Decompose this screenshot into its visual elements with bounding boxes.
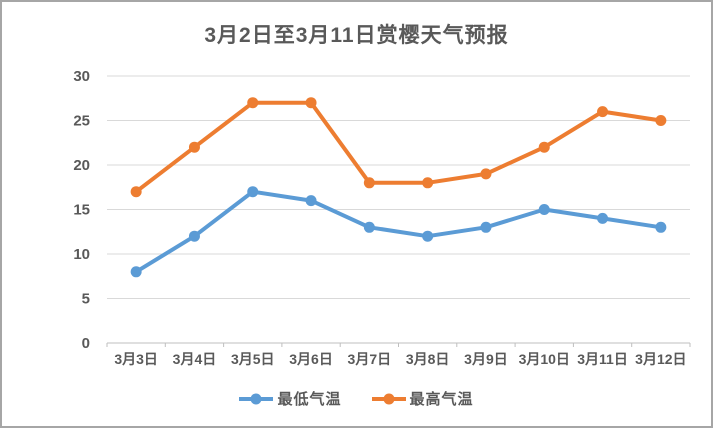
y-tick-label: 0 [82, 335, 90, 352]
x-tick-label: 3月4日 [173, 351, 217, 367]
data-point-marker-1 [422, 177, 434, 189]
data-point-marker-0 [188, 230, 200, 242]
y-tick-label: 25 [73, 113, 90, 130]
legend-label: 最高气温 [409, 391, 474, 408]
legend-item-1: 最高气温 [371, 388, 474, 409]
data-point-marker-0 [422, 230, 434, 242]
data-point-marker-0 [480, 221, 492, 233]
y-tick-label: 30 [73, 68, 90, 85]
data-point-marker-1 [655, 115, 667, 126]
x-tick-label: 3月12日 [635, 351, 686, 367]
x-tick-label: 3月7日 [348, 351, 392, 367]
x-tick-label: 3月10日 [519, 351, 570, 367]
data-point-marker-1 [130, 186, 142, 198]
data-point-marker-0 [305, 195, 317, 207]
y-tick-label: 15 [73, 202, 90, 219]
data-point-marker-1 [305, 97, 317, 109]
x-tick-label: 3月5日 [231, 351, 275, 367]
data-point-marker-0 [655, 221, 667, 233]
y-tick-label: 10 [73, 246, 90, 263]
data-point-marker-0 [247, 186, 259, 198]
data-point-marker-1 [363, 177, 375, 189]
x-tick-label: 3月3日 [114, 351, 158, 367]
y-tick-label: 5 [82, 291, 90, 308]
series-line-0 [134, 189, 663, 274]
data-point-marker-1 [247, 97, 259, 109]
data-point-marker-0 [130, 266, 142, 278]
legend-label: 最低气温 [277, 391, 342, 408]
data-point-marker-1 [480, 168, 492, 180]
data-point-marker-1 [188, 141, 200, 153]
legend-item-0: 最低气温 [239, 388, 341, 409]
data-point-marker-0 [538, 204, 550, 215]
y-tick-label: 20 [73, 157, 90, 174]
legend-line-marker-icon [371, 393, 406, 404]
legend: 最低气温 最高气温 [2, 388, 711, 409]
x-tick-label: 3月6日 [289, 351, 333, 367]
x-tick-label: 3月8日 [406, 351, 450, 367]
data-point-marker-0 [597, 212, 609, 224]
data-point-marker-0 [363, 221, 375, 233]
chart-title: 3月2日至3月11日赏樱天气预报 [204, 24, 509, 47]
x-tick-label: 3月9日 [464, 351, 508, 367]
series-line-1 [134, 100, 663, 194]
data-point-marker-1 [538, 141, 550, 153]
legend-line-marker-icon [239, 393, 274, 404]
data-point-marker-1 [597, 106, 609, 118]
x-tick-label: 3月11日 [577, 351, 628, 367]
